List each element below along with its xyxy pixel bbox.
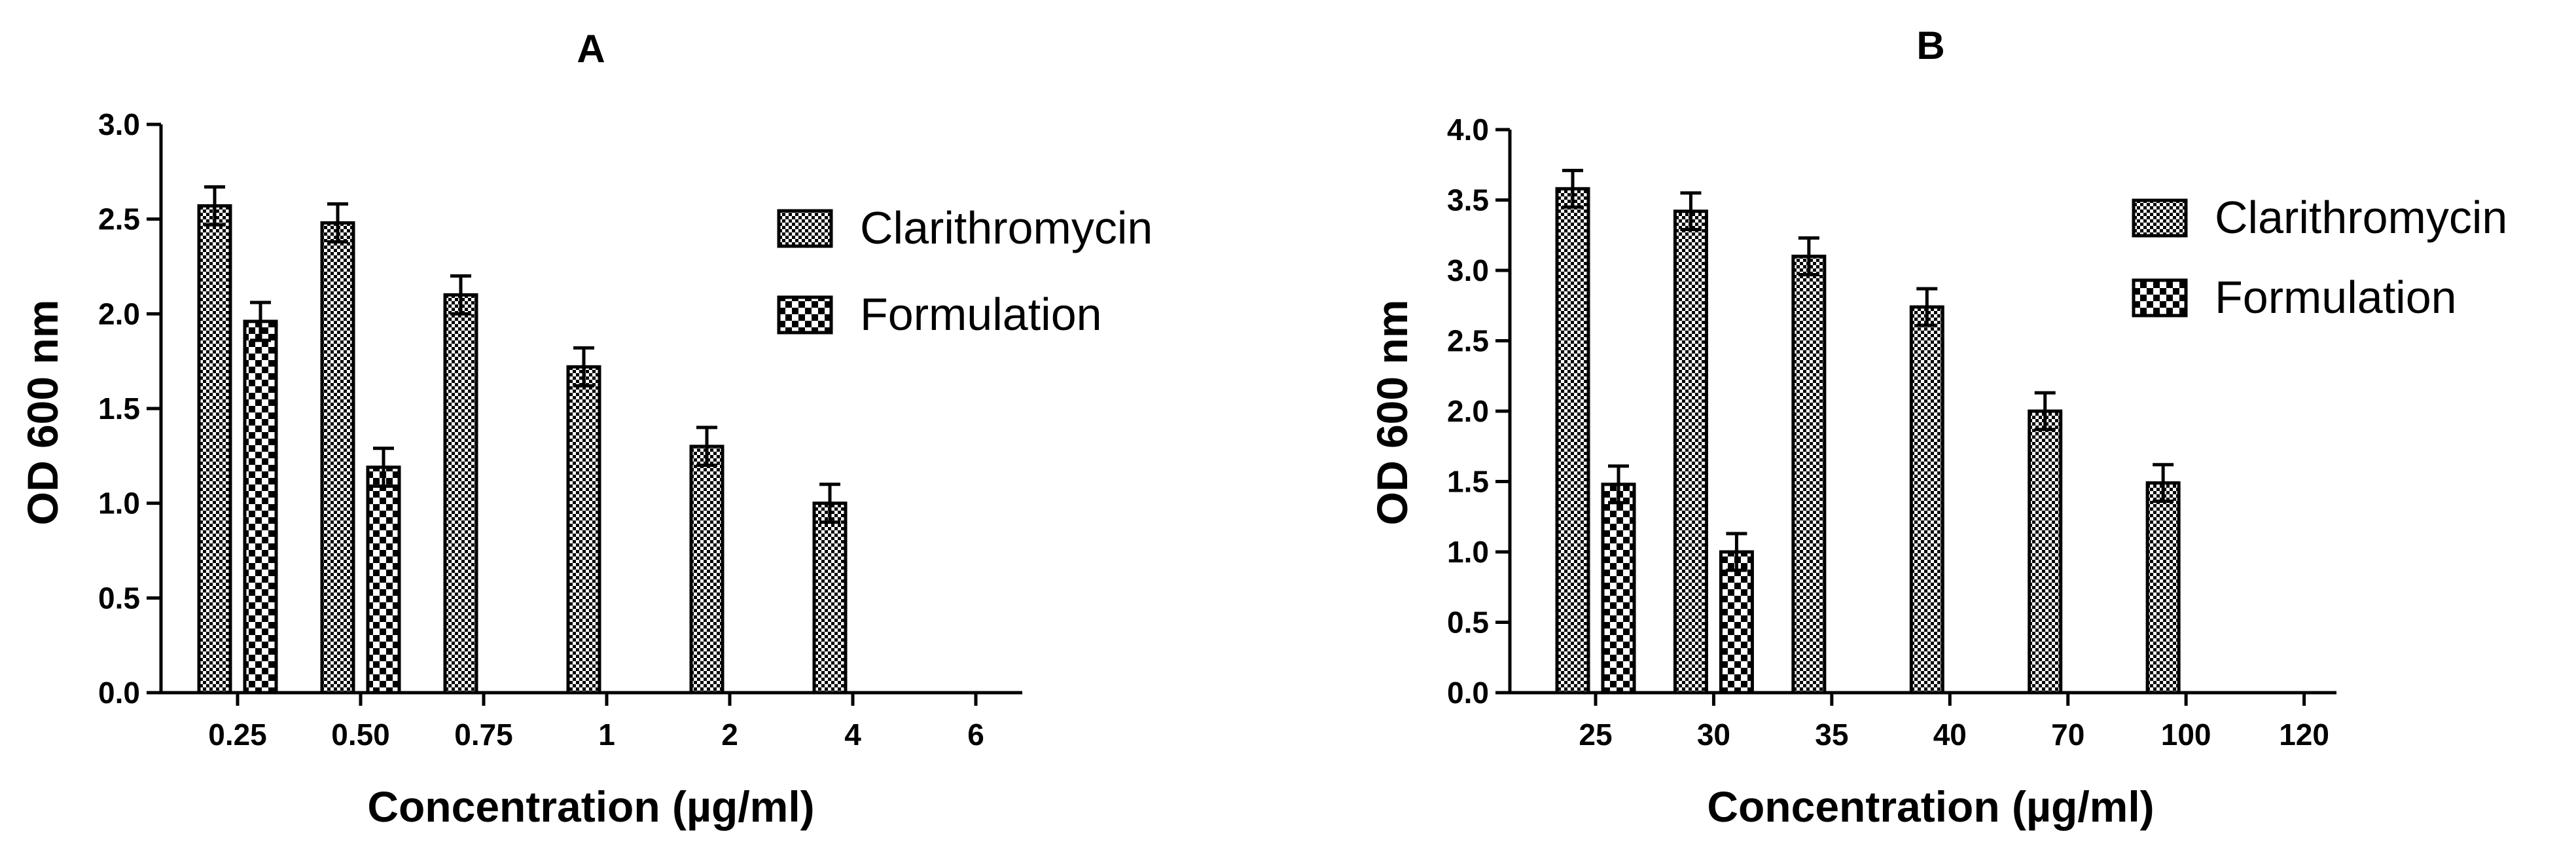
- panel-b-bar: [2145, 481, 2181, 695]
- panel-b-x-axis-title: Concentration (µg/ml): [1707, 782, 2154, 831]
- panel-a-bar: [320, 221, 355, 695]
- panel-b-y-tick-label: 0.5: [1447, 606, 1489, 640]
- panel-a-x-tick-label: 4: [844, 718, 861, 752]
- panel-a-y-tick-label: 2.0: [98, 297, 140, 331]
- panel-b-legend-label: Clarithromycin: [2215, 192, 2507, 243]
- panel-a-x-tick-label: 0.75: [454, 718, 513, 752]
- panel-b-bar: [2028, 409, 2063, 695]
- panel-a-bar: [197, 204, 232, 695]
- panel-a-y-axis-title: OD 600 nm: [18, 300, 67, 526]
- panel-b-legend-swatch: [2132, 198, 2188, 238]
- panel-a-x-tick-label: 6: [967, 718, 984, 752]
- panel-b-x-tick-label: 40: [1933, 718, 1967, 752]
- panel-a-y-tick-label: 2.5: [98, 202, 140, 236]
- panel-a-bar: [443, 293, 478, 695]
- panel-a-y-tick-label: 0.5: [98, 581, 140, 615]
- panel-b-y-tick-label: 0.0: [1447, 676, 1489, 710]
- panel-b-x-tick-label: 30: [1697, 718, 1730, 752]
- panel-b-x-tick-label: 35: [1815, 718, 1848, 752]
- panel-a-title: A: [577, 27, 605, 71]
- panel-b-y-tick-label: 3.0: [1447, 253, 1489, 287]
- panel-a-legend-label: Clarithromycin: [860, 202, 1153, 253]
- panel-b-legend-swatch: [2132, 278, 2188, 318]
- panel-b-x-tick-label: 120: [2279, 718, 2329, 752]
- panel-a-x-tick-label: 1: [598, 718, 615, 752]
- panel-a-x-tick-label: 0.50: [331, 718, 390, 752]
- panel-b-y-tick-label: 3.5: [1447, 183, 1489, 217]
- panel-b-x-tick-label: 100: [2161, 718, 2211, 752]
- panel-b-bar: [1555, 187, 1590, 695]
- panel-b-bar: [1909, 305, 1944, 695]
- panel-a-legend-label: Formulation: [860, 289, 1102, 340]
- panel-a-legend-swatch: [777, 209, 833, 248]
- panel-b-title: B: [1916, 24, 1944, 67]
- panel-a-bar: [689, 445, 724, 695]
- panel-b-x-tick-label: 70: [2051, 718, 2084, 752]
- panel-b-y-tick-label: 4.0: [1447, 113, 1489, 147]
- panel-b-y-tick-label: 2.0: [1447, 394, 1489, 428]
- panel-b-plot: 0.0 0.5 1.0 1.5 2.0 2.5 3.0 3.5 4.0 25 30 35 40 70 100…: [1447, 113, 2507, 752]
- panel-a: A Concentration (µg/ml) OD 600 nm 0.0 0.5…: [18, 27, 1153, 831]
- panel-b-bar: [1673, 210, 1708, 695]
- panel-a-y-tick-label: 1.5: [98, 392, 140, 426]
- panel-a-x-tick-label: 2: [721, 718, 738, 752]
- panel-a-bar: [812, 501, 848, 695]
- panel-b-bar: [1601, 483, 1636, 695]
- panel-b-y-axis-title: OD 600 nm: [1368, 300, 1416, 526]
- panel-b-y-tick-label: 1.0: [1447, 535, 1489, 569]
- panel-a-plot: 0.0 0.5 1.0 1.5 2.0 2.5 3.0 0.25 0.50 0.75 1 2 4 6 Cla…: [98, 107, 1153, 752]
- panel-b-bar: [1791, 255, 1827, 695]
- panel-a-y-tick-label: 0.0: [98, 676, 140, 710]
- panel-a-bar: [566, 365, 601, 695]
- panel-a-y-tick-label: 3.0: [98, 107, 140, 141]
- panel-b-bar: [1719, 550, 1754, 695]
- panel-a-legend-swatch: [777, 295, 833, 335]
- panel-a-bar: [366, 465, 401, 695]
- panel-b-y-tick-label: 2.5: [1447, 324, 1489, 358]
- panel-a-y-tick-label: 1.0: [98, 486, 140, 520]
- panel-b: B Concentration (µg/ml) OD 600 nm 0.0 0.5…: [1368, 24, 2507, 831]
- panel-a-x-axis-title: Concentration (µg/ml): [367, 782, 814, 831]
- panel-b-legend-label: Formulation: [2215, 272, 2457, 323]
- panel-b-x-tick-label: 25: [1579, 718, 1612, 752]
- panel-a-x-tick-label: 0.25: [208, 718, 267, 752]
- panel-a-bar: [243, 319, 278, 695]
- panel-b-y-tick-label: 1.5: [1447, 465, 1489, 499]
